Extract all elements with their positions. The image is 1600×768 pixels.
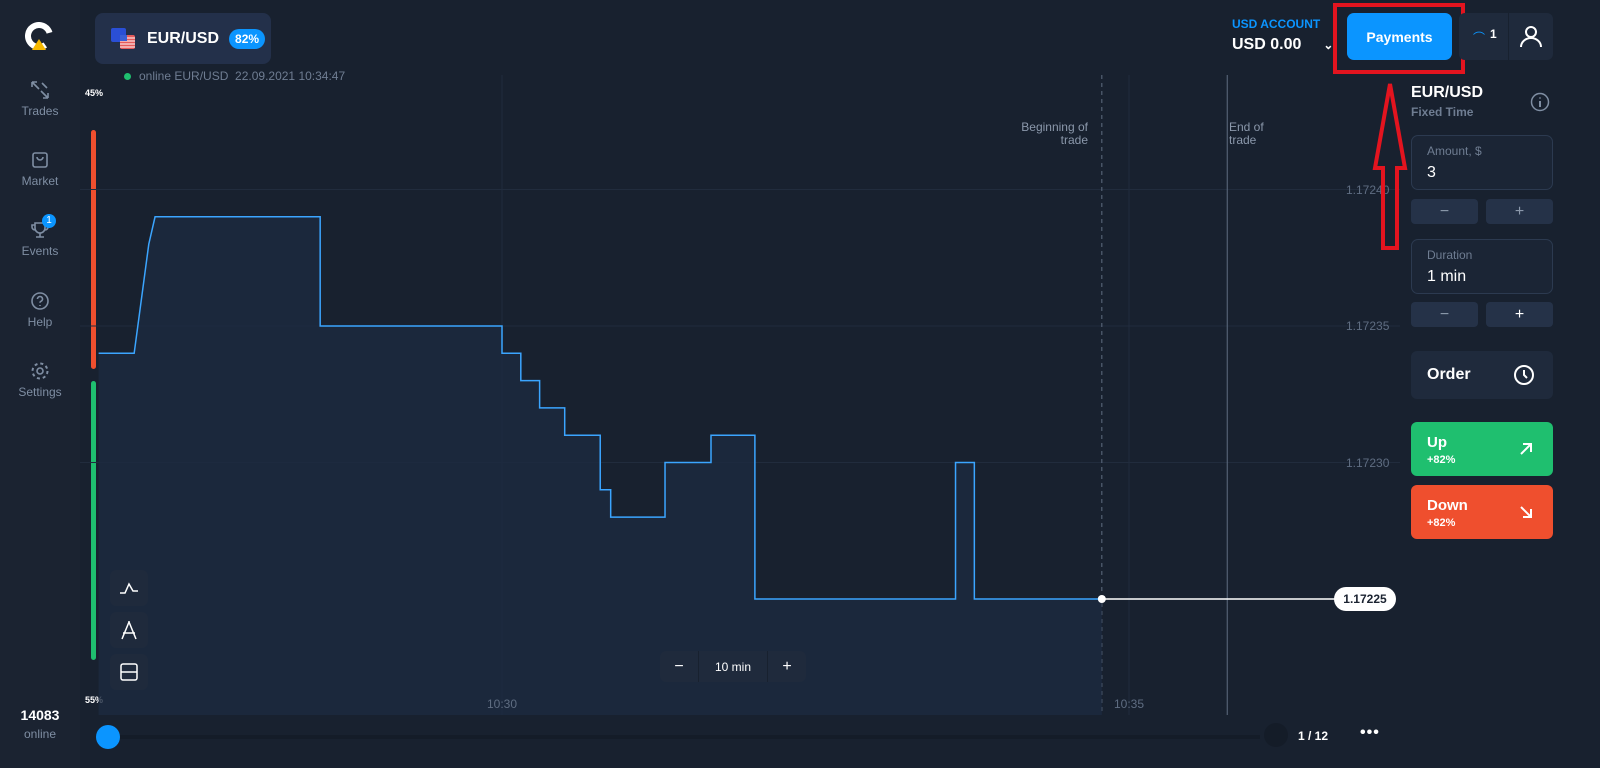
bag-icon [32, 152, 48, 168]
beginning-of-trade-label: Beginning of trade [1021, 120, 1088, 147]
sidebar-item-label: Help [27, 315, 53, 329]
sentiment-bottom: 55% [85, 695, 104, 705]
sidebar-item-label: Market [21, 174, 59, 188]
sidebar-item-label: Trades [21, 104, 59, 118]
amount-field[interactable]: Amount, $ 3 [1411, 135, 1553, 190]
timeline-handle[interactable] [96, 725, 120, 749]
duration-decrease-button[interactable]: − [1411, 302, 1478, 327]
split-layout-icon [120, 663, 138, 681]
notification-count: 1 [1490, 27, 1497, 41]
x-tick: 10:35 [1114, 697, 1145, 711]
current-price-label: 1.17225 [1334, 587, 1396, 611]
layout-button[interactable] [110, 654, 148, 690]
order-button[interactable]: Order [1411, 351, 1553, 399]
payments-button[interactable]: Payments [1347, 13, 1452, 60]
trophy-icon [31, 222, 49, 238]
duration-label: Duration [1427, 248, 1473, 262]
datetime: 22.09.2021 10:34:47 [235, 69, 346, 83]
chevron-down-icon: ⌄ [1323, 38, 1334, 52]
level-icon: ⌒ [1473, 31, 1486, 45]
asset-selector[interactable]: EUR/USD 82% [95, 13, 271, 64]
down-label: Down [1427, 497, 1468, 514]
sidebar: Trades Market 1 Events Help Settings 1408… [0, 0, 80, 768]
end-of-trade-label: End of trade [1229, 120, 1264, 147]
down-payout: +82% [1427, 517, 1456, 529]
amount-value[interactable]: 3 [1427, 164, 1436, 181]
info-icon[interactable] [1530, 92, 1550, 112]
question-icon [31, 292, 49, 310]
current-price-dot [1097, 595, 1106, 603]
eur-usd-flag-icon [111, 27, 135, 49]
drawing-tools-button[interactable] [110, 612, 148, 648]
timeframe-control: − 10 min + [660, 651, 806, 682]
gear-icon [31, 362, 49, 380]
price-line [98, 216, 1102, 600]
line-chart-icon [120, 582, 138, 594]
amount-label: Amount, $ [1427, 144, 1482, 158]
sidebar-item-label: Events [21, 244, 59, 258]
duration-increase-button[interactable]: + [1486, 302, 1553, 327]
status-text: online EUR/USD [139, 69, 229, 83]
account-label: USD ACCOUNT [1232, 17, 1321, 31]
timeframe-value: 10 min [698, 651, 768, 682]
sidebar-item-events[interactable]: 1 Events [0, 214, 80, 258]
zoom-out-button[interactable]: − [674, 657, 684, 675]
trade-asset: EUR/USD [1411, 84, 1484, 101]
user-icon[interactable] [1519, 24, 1543, 48]
online-dot-icon [124, 73, 131, 80]
asset-name: EUR/USD [147, 29, 220, 47]
up-button[interactable]: Up +82% [1411, 422, 1553, 476]
sidebar-item-settings[interactable]: Settings [0, 361, 80, 399]
y-tick: 1.17240 [1346, 183, 1390, 197]
user-area: ⌒ 1 [1459, 13, 1553, 60]
trades-arrows-icon [31, 81, 49, 99]
y-tick: 1.17230 [1346, 456, 1390, 470]
sentiment-sell-bar [91, 130, 96, 369]
timeline-scrollbar[interactable] [100, 735, 1260, 739]
layers-icon[interactable] [1264, 723, 1288, 747]
payout-badge: 82% [229, 28, 266, 49]
sentiment-buy-bar [91, 380, 96, 660]
highlight-arrow [1372, 83, 1408, 250]
connection-status: online EUR/USD 22.09.2021 10:34:47 [124, 69, 345, 83]
duration-field[interactable]: Duration 1 min [1411, 239, 1553, 294]
trade-type: Fixed Time [1411, 105, 1474, 119]
level-button[interactable]: ⌒ 1 [1459, 13, 1509, 60]
chart-type-button[interactable] [110, 570, 148, 606]
logo [25, 22, 53, 50]
amount-increase-button[interactable]: + [1486, 199, 1553, 224]
clock-icon [1514, 365, 1534, 385]
amount-decrease-button[interactable]: − [1411, 199, 1478, 224]
zoom-in-button[interactable]: + [782, 657, 792, 675]
more-options-icon[interactable]: ••• [1360, 724, 1380, 741]
sidebar-item-market[interactable]: Market [0, 150, 80, 188]
arrow-up-right-icon [1520, 443, 1532, 455]
order-label: Order [1427, 366, 1471, 383]
compass-icon [121, 621, 137, 640]
online-label: online [23, 727, 57, 741]
chart-page-indicator: 1 / 12 [1298, 729, 1329, 743]
account-selector[interactable]: USD ACCOUNT USD 0.00 ⌄ [1232, 17, 1333, 54]
sidebar-item-help[interactable]: Help [0, 291, 80, 329]
sidebar-item-label: Settings [18, 385, 62, 399]
up-payout: +82% [1427, 454, 1456, 466]
x-tick: 10:30 [487, 697, 518, 711]
down-button[interactable]: Down +82% [1411, 485, 1553, 539]
up-label: Up [1427, 434, 1447, 451]
sidebar-item-trades[interactable]: Trades [0, 80, 80, 118]
duration-value[interactable]: 1 min [1427, 268, 1467, 285]
events-badge: 1 [42, 214, 56, 228]
online-count: 14083 [20, 707, 60, 723]
highlight-box [1333, 3, 1465, 74]
arrow-down-right-icon [1520, 506, 1532, 518]
y-tick: 1.17235 [1346, 319, 1390, 333]
balance: USD 0.00 [1232, 36, 1302, 53]
sentiment-top: 45% [85, 88, 104, 98]
